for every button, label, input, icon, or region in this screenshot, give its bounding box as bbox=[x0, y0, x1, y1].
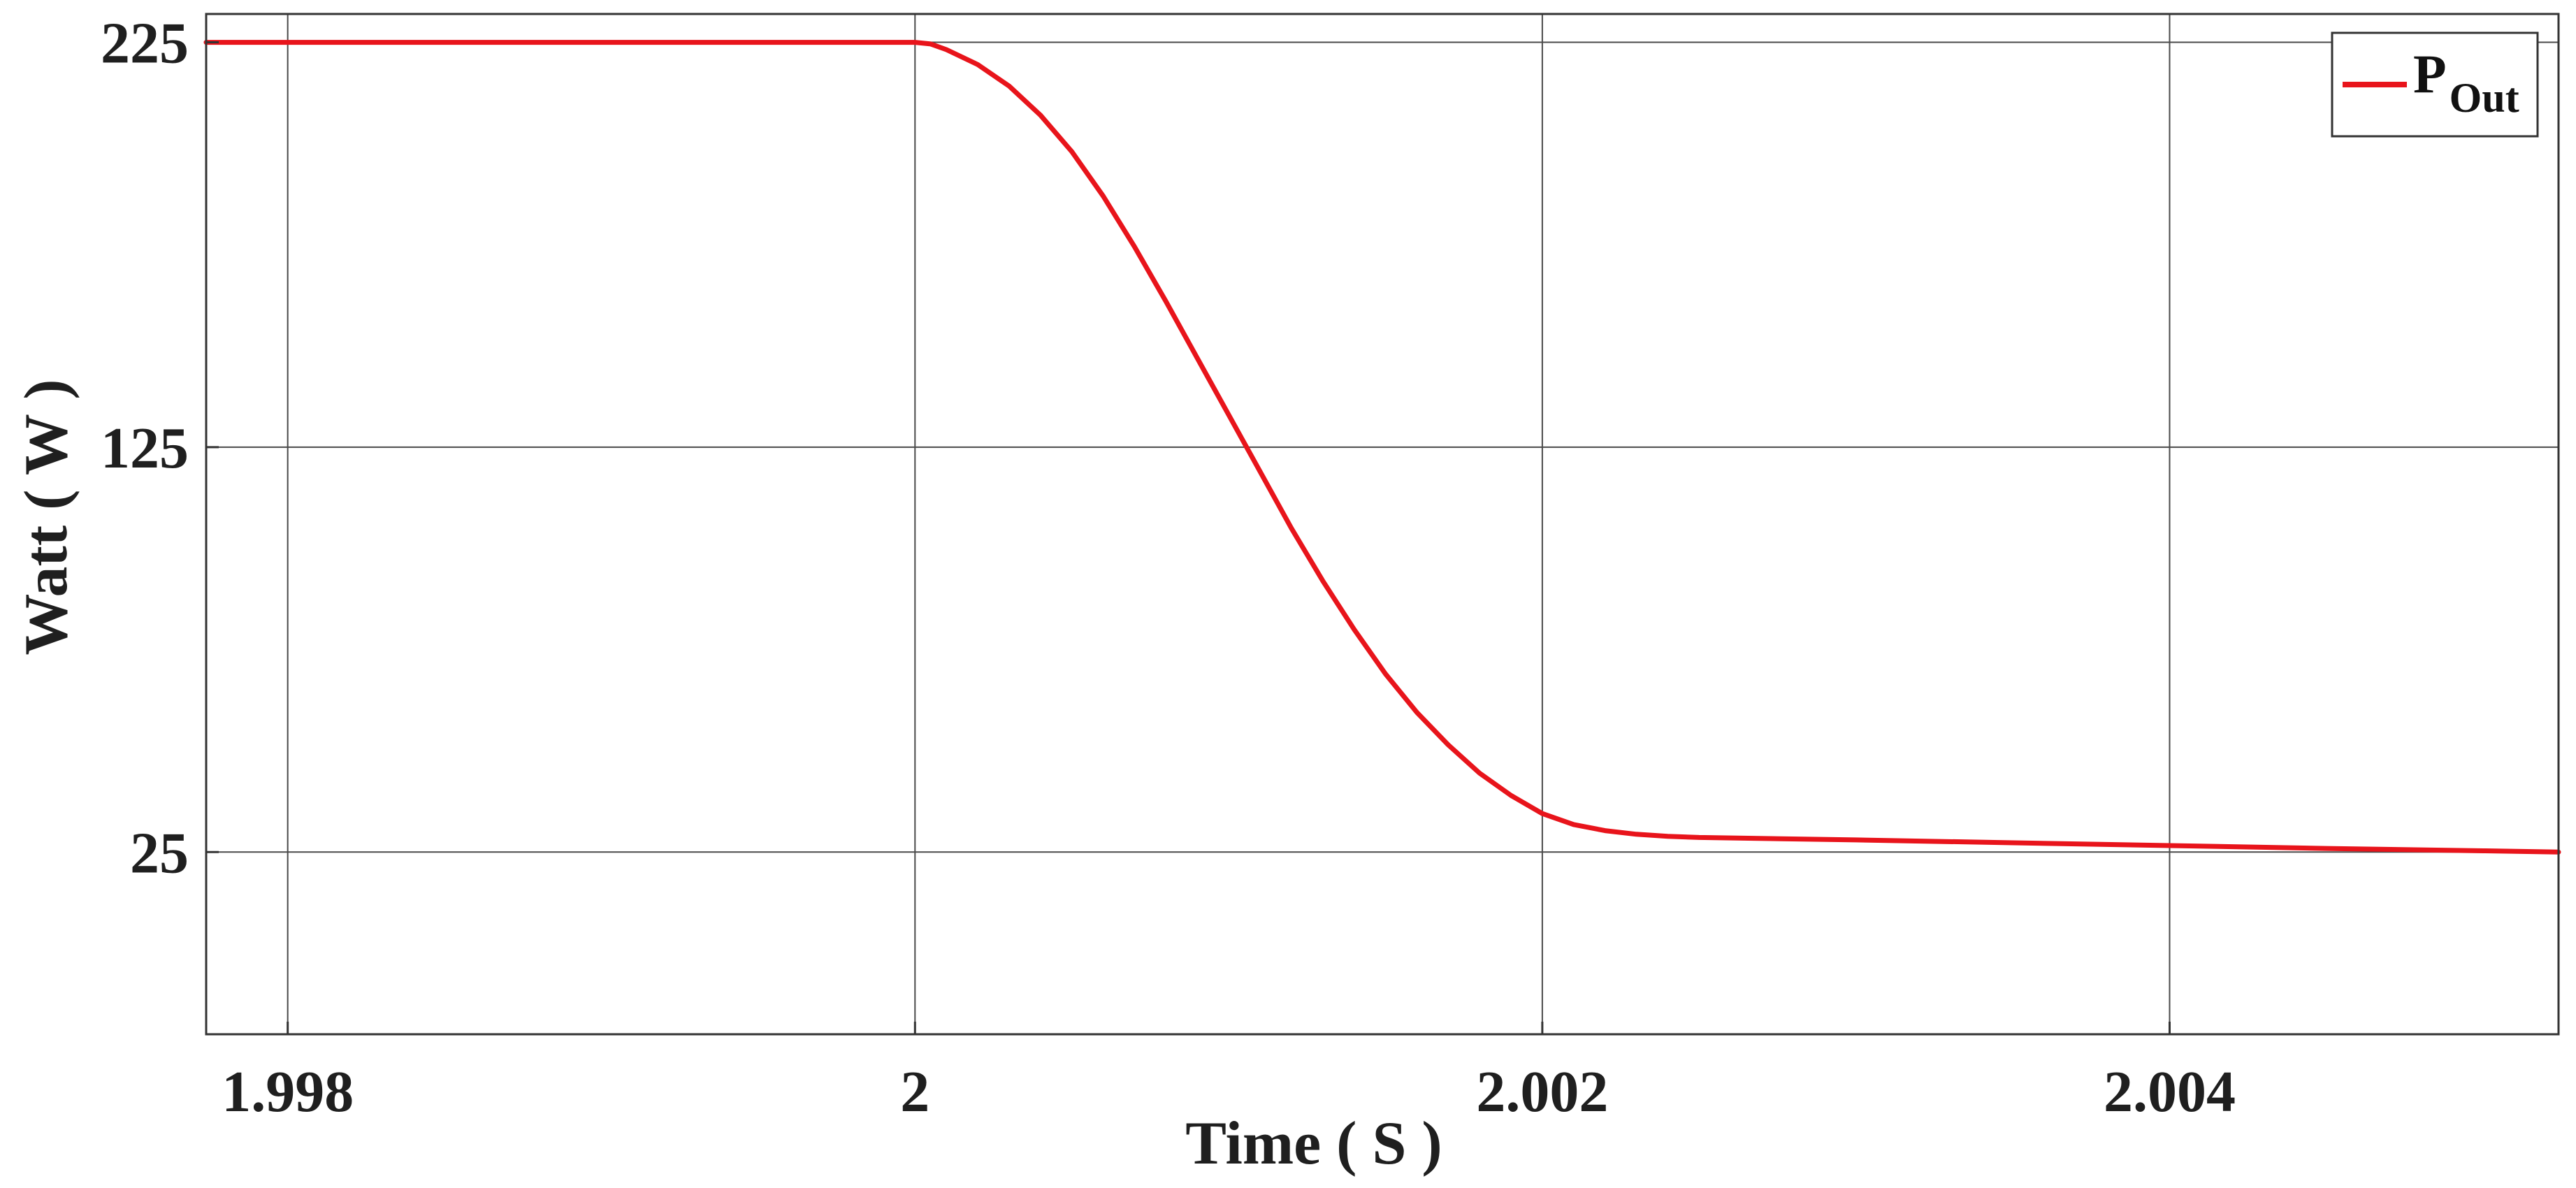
series-lines bbox=[203, 40, 2561, 855]
legend: POut bbox=[2331, 31, 2539, 138]
x-tick-label: 2.002 bbox=[1476, 1059, 1608, 1124]
x-axis-ticks: 1.998 2 2.002 2.004 bbox=[222, 1022, 2236, 1124]
x-tick-label: 1.998 bbox=[222, 1059, 354, 1124]
y-axis-label: Watt ( W ) bbox=[13, 379, 80, 655]
y-tick-label: 125 bbox=[101, 416, 189, 481]
y-tick-label: 225 bbox=[101, 11, 189, 76]
x-axis-label: Time ( S ) bbox=[1185, 1110, 1442, 1178]
plot-area-background bbox=[206, 14, 2559, 1034]
y-axis-ticks: 25 125 225 bbox=[101, 11, 219, 885]
x-tick-label: 2 bbox=[900, 1059, 929, 1124]
legend-label-pout: POut bbox=[2413, 43, 2519, 121]
x-tick-label: 2.004 bbox=[2104, 1059, 2236, 1124]
y-tick-label: 25 bbox=[130, 820, 189, 885]
series-line-pout bbox=[203, 40, 2561, 855]
legend-label-subscript: Out bbox=[2450, 75, 2519, 121]
legend-label-main: P bbox=[2413, 43, 2447, 104]
plot-area-border bbox=[205, 13, 2560, 1036]
